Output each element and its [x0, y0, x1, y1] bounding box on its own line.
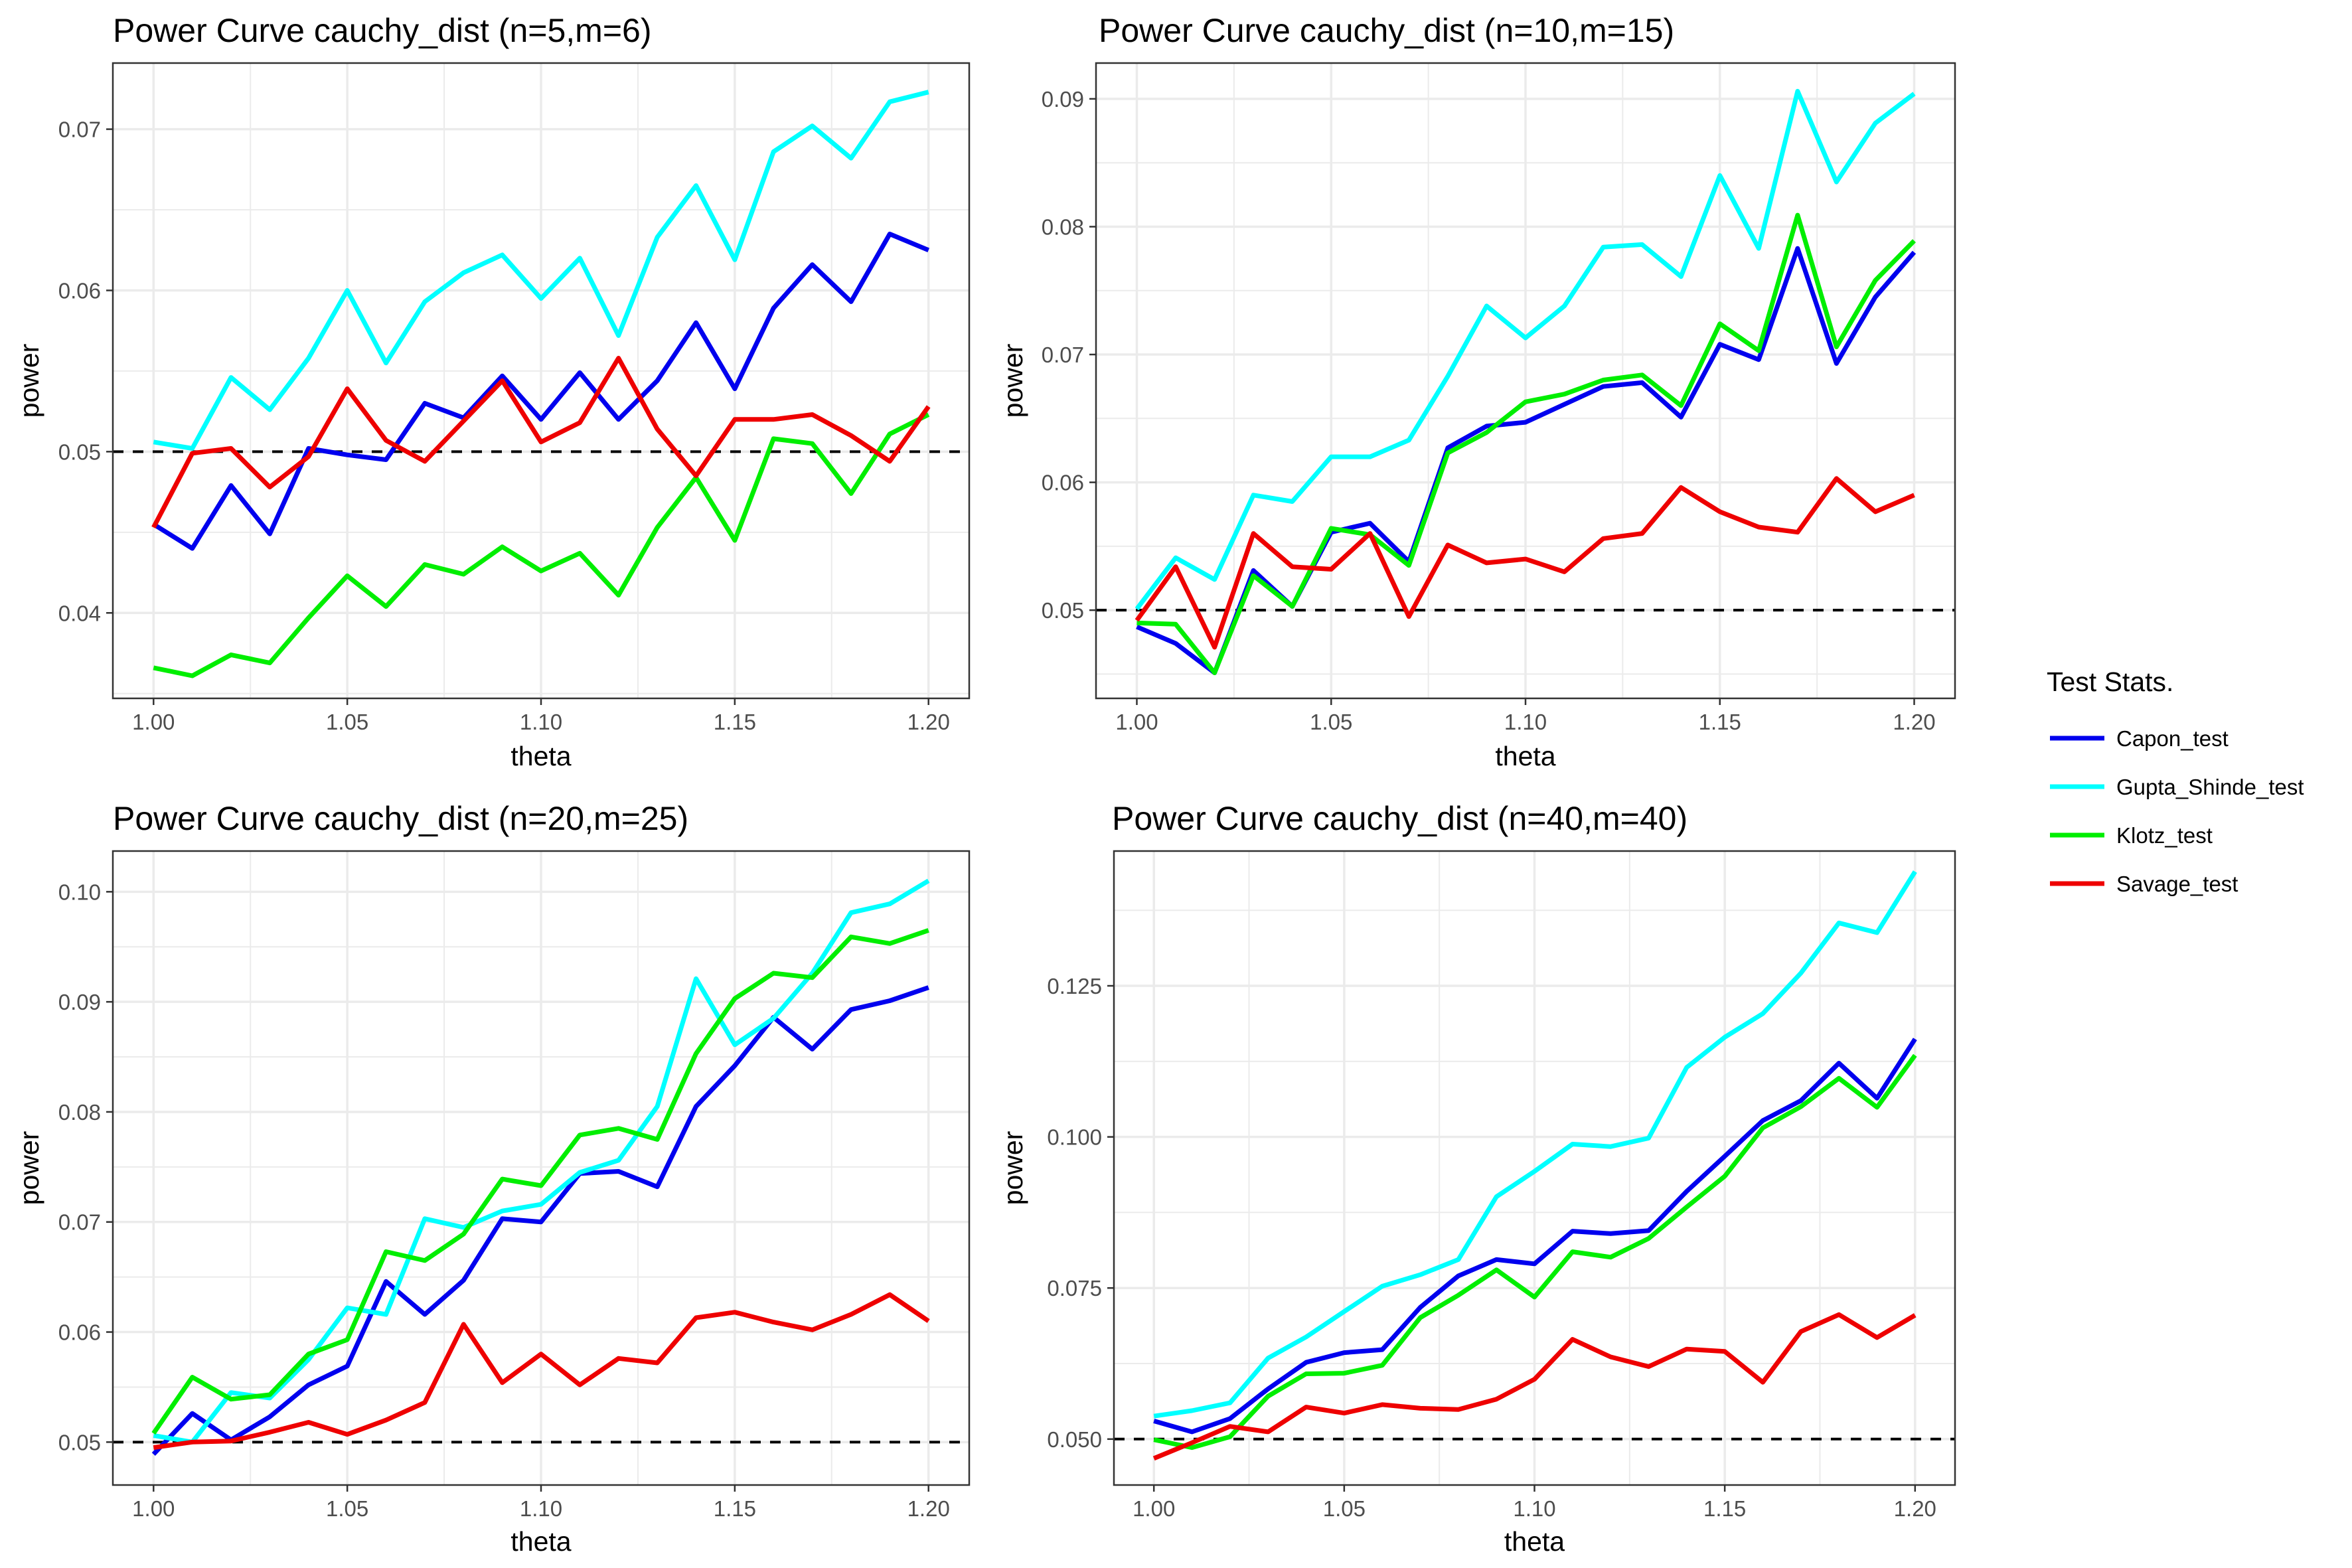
series-line-savage-test — [153, 1292, 930, 1450]
y-tick-label: 0.08 — [58, 1100, 101, 1125]
x-axis-title: theta — [510, 1526, 571, 1557]
y-tick-label: 0.05 — [1042, 598, 1084, 623]
x-tick-label: 1.15 — [1703, 1496, 1746, 1521]
x-tick-label: 1.15 — [714, 1496, 756, 1521]
y-axis-title: power — [14, 344, 44, 418]
y-tick-label: 0.07 — [1042, 343, 1084, 367]
panels: 1.00 1.05 1.10 1.15 1.20 0.04 0.05 0.06 0.07 Powe… — [14, 12, 1956, 1557]
series-line-gupta-shinde-test — [153, 90, 929, 451]
series-line-capon-test — [1153, 1038, 1917, 1435]
y-tick-label: 0.06 — [1042, 471, 1084, 495]
series-line-capon-test — [152, 232, 930, 551]
x-tick-label: 1.00 — [132, 710, 175, 734]
x-tick-label: 1.10 — [520, 710, 562, 734]
series-line-klotz-test — [151, 928, 929, 1435]
y-tick-label: 0.07 — [58, 118, 101, 142]
legend-item-savage: Savage_test — [2050, 872, 2238, 896]
legend-label-gupta-shinde: Gupta_Shinde_test — [2116, 775, 2304, 799]
y-tick-label: 0.08 — [1042, 214, 1084, 239]
y-tick-label: 0.09 — [1042, 87, 1084, 112]
series-line-gupta-shinde-test — [1153, 870, 1917, 1419]
x-tick-label: 1.05 — [1323, 1496, 1366, 1521]
series-line-savage-test — [151, 356, 931, 529]
x-tick-label: 1.20 — [907, 710, 950, 734]
y-tick-label: 0.07 — [58, 1210, 101, 1235]
series-line-savage-test — [1135, 476, 1915, 650]
series-line-gupta-shinde-test — [153, 878, 930, 1445]
y-tick-label: 0.05 — [58, 1430, 101, 1454]
panel-title: Power Curve cauchy_dist (n=20,m=25) — [113, 800, 688, 837]
x-tick-label: 1.05 — [1310, 710, 1352, 734]
panel-title: Power Curve cauchy_dist (n=5,m=6) — [113, 12, 651, 49]
legend-label-klotz: Klotz_test — [2116, 823, 2213, 848]
y-tick-label: 0.100 — [1047, 1125, 1102, 1150]
panel-3: 1.00 1.05 1.10 1.15 1.20 0.05 0.06 0.07 0.08 0.09… — [14, 800, 971, 1557]
x-tick-label: 1.15 — [1699, 710, 1741, 734]
x-tick-label: 1.15 — [714, 710, 756, 734]
panel-title: Power Curve cauchy_dist (n=40,m=40) — [1112, 800, 1687, 837]
y-tick-label: 0.09 — [58, 990, 101, 1014]
panel-2: 1.00 1.05 1.10 1.15 1.20 0.05 0.06 0.07 0.08 0.09… — [998, 12, 1956, 771]
legend: Test Stats. Capon_test Gupta_Shinde_test… — [2047, 666, 2304, 896]
legend-item-capon: Capon_test — [2050, 726, 2229, 751]
x-tick-label: 1.00 — [1133, 1496, 1175, 1521]
legend-label-savage: Savage_test — [2116, 872, 2238, 896]
series-line-klotz-test — [153, 412, 930, 678]
x-axis-title: theta — [1495, 741, 1555, 771]
x-axis-title: theta — [1504, 1526, 1565, 1557]
x-tick-label: 1.10 — [520, 1496, 562, 1521]
series-line-savage-test — [1152, 1312, 1917, 1461]
series-line-klotz-test — [1153, 1054, 1917, 1450]
legend-item-gupta-shinde: Gupta_Shinde_test — [2050, 775, 2304, 799]
series-line-capon-test — [151, 985, 929, 1456]
x-tick-label: 1.20 — [1894, 1496, 1936, 1521]
y-tick-label: 0.10 — [58, 880, 101, 904]
x-tick-label: 1.00 — [132, 1496, 175, 1521]
y-tick-label: 0.05 — [58, 439, 101, 464]
legend-title: Test Stats. — [2047, 666, 2173, 697]
y-tick-label: 0.075 — [1047, 1276, 1102, 1300]
x-tick-label: 1.20 — [907, 1496, 950, 1521]
y-axis-title: power — [998, 344, 1028, 418]
x-tick-label: 1.00 — [1115, 710, 1158, 734]
series-line-capon-test — [1136, 246, 1917, 675]
y-tick-label: 0.050 — [1047, 1427, 1102, 1452]
x-tick-label: 1.20 — [1893, 710, 1935, 734]
legend-item-klotz: Klotz_test — [2050, 823, 2213, 848]
y-tick-label: 0.06 — [58, 1320, 101, 1345]
panel-1: 1.00 1.05 1.10 1.15 1.20 0.04 0.05 0.06 0.07 Powe… — [14, 12, 971, 771]
y-axis-title: power — [14, 1131, 44, 1206]
legend-label-capon: Capon_test — [2116, 726, 2229, 751]
panel-4: 1.00 1.05 1.10 1.15 1.20 0.050 0.075 0.100 0.125… — [998, 800, 1956, 1557]
series-line-gupta-shinde-test — [1135, 88, 1916, 611]
y-tick-label: 0.125 — [1047, 974, 1102, 998]
x-tick-label: 1.05 — [326, 1496, 368, 1521]
series-line-klotz-test — [1137, 212, 1916, 675]
x-tick-label: 1.10 — [1504, 710, 1547, 734]
panel-title: Power Curve cauchy_dist (n=10,m=15) — [1099, 12, 1674, 49]
x-tick-label: 1.10 — [1513, 1496, 1555, 1521]
x-axis-title: theta — [510, 741, 571, 771]
y-tick-label: 0.06 — [58, 278, 101, 303]
x-tick-label: 1.05 — [326, 710, 368, 734]
y-tick-label: 0.04 — [58, 601, 101, 625]
y-axis-title: power — [998, 1131, 1028, 1206]
